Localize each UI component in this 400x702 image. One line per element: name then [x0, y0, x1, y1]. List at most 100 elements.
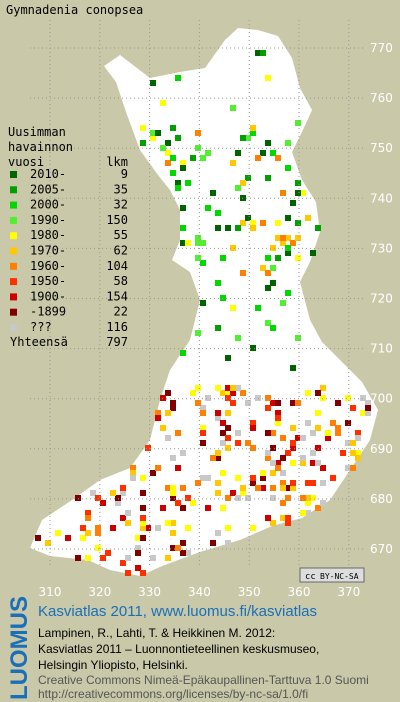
- observation-square: [290, 480, 296, 486]
- observation-square: [330, 475, 336, 481]
- observation-square: [235, 150, 241, 156]
- observation-square: [165, 485, 171, 491]
- observation-square: [355, 450, 361, 456]
- observation-square: [315, 425, 321, 431]
- observation-square: [295, 335, 301, 341]
- legend-swatch: [10, 324, 17, 331]
- observation-square: [300, 455, 306, 461]
- observation-square: [225, 495, 231, 501]
- observation-square: [300, 460, 306, 466]
- legend-swatch: [10, 247, 17, 255]
- observation-square: [270, 245, 276, 251]
- legend-count: 116: [106, 320, 128, 334]
- observation-square: [280, 235, 286, 241]
- observation-square: [195, 385, 201, 391]
- observation-square: [270, 445, 276, 451]
- northing-label: 750: [370, 141, 393, 155]
- observation-square: [245, 215, 251, 221]
- observation-square: [200, 260, 206, 266]
- badge-cc: cc: [305, 572, 316, 582]
- observation-square: [345, 420, 351, 426]
- observation-square: [230, 245, 236, 251]
- observation-square: [95, 495, 101, 501]
- observation-square: [285, 215, 291, 221]
- legend-label: 1980-: [30, 228, 66, 242]
- observation-square: [265, 515, 271, 521]
- observation-square: [355, 430, 361, 436]
- license-line: http://creativecommons.org/licenses/by-n…: [38, 687, 308, 701]
- observation-square: [190, 500, 196, 506]
- observation-square: [230, 305, 236, 311]
- legend-swatch: [10, 186, 17, 194]
- legend-count: 104: [106, 259, 128, 273]
- observation-square: [235, 475, 241, 481]
- observation-square: [265, 455, 271, 461]
- observation-square: [140, 475, 146, 481]
- observation-square: [205, 505, 211, 511]
- observation-square: [205, 395, 211, 401]
- cc-badge: [299, 567, 365, 583]
- observation-square: [285, 250, 291, 256]
- observation-square: [225, 385, 231, 391]
- observation-square: [135, 535, 141, 541]
- easting-label: 310: [39, 585, 62, 599]
- observation-square: [195, 235, 201, 241]
- observation-square: [35, 535, 41, 541]
- observation-square: [140, 535, 146, 541]
- observation-square: [265, 450, 271, 456]
- observation-square: [305, 495, 311, 501]
- observation-square: [230, 490, 236, 496]
- northing-label: 730: [370, 241, 393, 255]
- observation-square: [195, 130, 201, 136]
- observation-square: [255, 50, 261, 56]
- observation-square: [290, 200, 296, 206]
- observation-square: [265, 405, 271, 411]
- observation-square: [345, 465, 351, 471]
- observation-square: [125, 570, 131, 576]
- observation-square: [270, 430, 276, 436]
- observation-square: [225, 390, 231, 396]
- observation-square: [140, 490, 146, 496]
- legend-total: 797: [106, 335, 128, 349]
- observation-square: [305, 500, 311, 506]
- observation-square: [320, 465, 326, 471]
- observation-square: [225, 425, 231, 431]
- observation-square: [285, 450, 291, 456]
- observation-square: [285, 485, 291, 491]
- observation-square: [90, 490, 96, 496]
- observation-square: [250, 345, 256, 351]
- observation-square: [250, 525, 256, 531]
- observation-square: [285, 495, 291, 501]
- observation-square: [270, 280, 276, 286]
- observation-square: [80, 525, 86, 531]
- easting-label: 340: [188, 585, 211, 599]
- observation-square: [180, 485, 186, 491]
- legend-label: -1899: [30, 305, 66, 319]
- observation-square: [310, 460, 316, 466]
- observation-square: [195, 255, 201, 261]
- observation-square: [280, 435, 286, 441]
- observation-square: [165, 160, 171, 166]
- observation-square: [165, 140, 171, 146]
- legend-count: 9: [121, 167, 128, 181]
- observation-square: [310, 495, 316, 501]
- map-title: Gymnadenia conopsea: [6, 3, 143, 17]
- observation-square: [265, 320, 271, 326]
- observation-square: [140, 515, 146, 521]
- observation-square: [215, 210, 221, 216]
- observation-square: [240, 220, 246, 226]
- observation-square: [215, 490, 221, 496]
- legend-count: 32: [114, 198, 128, 212]
- observation-square: [365, 405, 371, 411]
- observation-square: [275, 255, 281, 261]
- observation-square: [325, 430, 331, 436]
- observation-square: [175, 135, 181, 141]
- observation-square: [320, 500, 326, 506]
- observation-square: [110, 525, 116, 531]
- legend-swatch: [10, 232, 17, 240]
- observation-square: [170, 125, 176, 131]
- license-line: Creative Commons Nimeä-Epäkaupallinen-Ta…: [38, 673, 369, 687]
- observation-square: [220, 420, 226, 426]
- observation-square: [175, 180, 181, 186]
- observation-square: [280, 515, 286, 521]
